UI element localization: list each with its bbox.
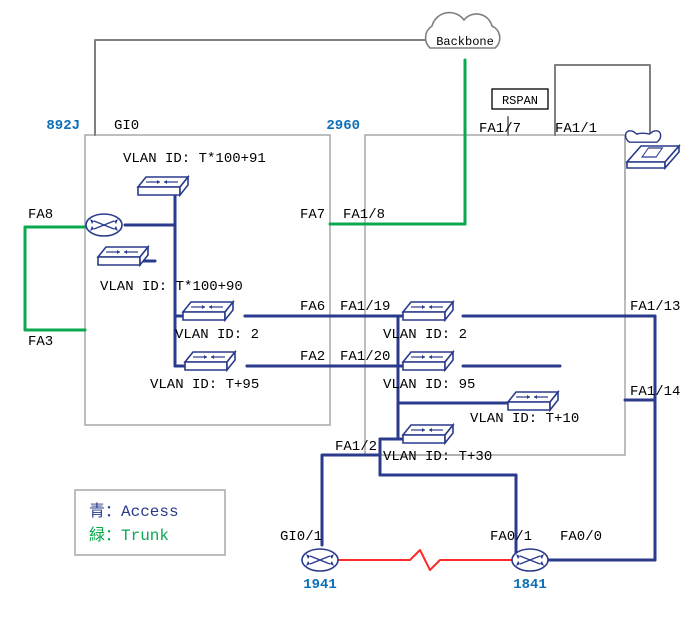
svg-text:Backbone: Backbone (436, 35, 494, 49)
port-fa1-2: FA1/2 (335, 439, 377, 455)
legend-box (75, 490, 225, 555)
port-fa1-8: FA1/8 (343, 207, 385, 223)
vlan-t30: VLAN ID: T+30 (383, 449, 492, 465)
router-1941-label: 1941 (303, 577, 337, 593)
vlan-t100-90: VLAN ID: T*100+90 (100, 279, 243, 295)
port-gi0: GI0 (114, 118, 139, 134)
port-fa1-14: FA1/14 (630, 384, 680, 400)
switch-vlan-t100-90 (98, 247, 148, 265)
switch-vlan2-left (183, 302, 233, 320)
port-fa2: FA2 (300, 349, 325, 365)
vlan-t95: VLAN ID: T+95 (150, 377, 259, 393)
port-fa7: FA7 (300, 207, 325, 223)
port-fa1-20: FA1/20 (340, 349, 390, 365)
switch-vlan-t10 (508, 392, 558, 410)
port-fa0-1: FA0/1 (490, 529, 532, 545)
switch-vlan2-right (403, 302, 453, 320)
port-fa3: FA3 (28, 334, 53, 350)
router-1941 (302, 549, 338, 571)
port-fa0-0: FA0/0 (560, 529, 602, 545)
vlan-2-left: VLAN ID: 2 (175, 327, 259, 343)
port-fa6: FA6 (300, 299, 325, 315)
vlan-t10: VLAN ID: T+10 (470, 411, 579, 427)
router-1841-label: 1841 (513, 577, 547, 593)
switch-vlan-t100-91 (138, 177, 188, 195)
legend-access: 青：Access (89, 502, 179, 521)
svg-text:RSPAN: RSPAN (502, 94, 538, 108)
port-fa1-19: FA1/19 (340, 299, 390, 315)
switch-vlan-t30 (403, 425, 453, 443)
port-gi0-1: GI0/1 (280, 529, 322, 545)
router-1841 (512, 549, 548, 571)
group-892j-label: 892J (46, 118, 80, 134)
vlan-t100-91: VLAN ID: T*100+91 (123, 151, 266, 167)
rspan-box: RSPAN (492, 89, 548, 109)
vlan-95: VLAN ID: 95 (383, 377, 475, 393)
switch-vlan-t95 (185, 352, 235, 370)
group-2960-label: 2960 (326, 118, 360, 134)
vlan-2-right: VLAN ID: 2 (383, 327, 467, 343)
router-892j (86, 214, 122, 236)
port-fa1-13: FA1/13 (630, 299, 680, 315)
port-fa1-7: FA1/7 (479, 121, 521, 137)
legend-trunk: 緑：Trunk (89, 526, 169, 545)
port-fa8: FA8 (28, 207, 53, 223)
switch-vlan-95 (403, 352, 453, 370)
port-fa1-1: FA1/1 (555, 121, 597, 137)
